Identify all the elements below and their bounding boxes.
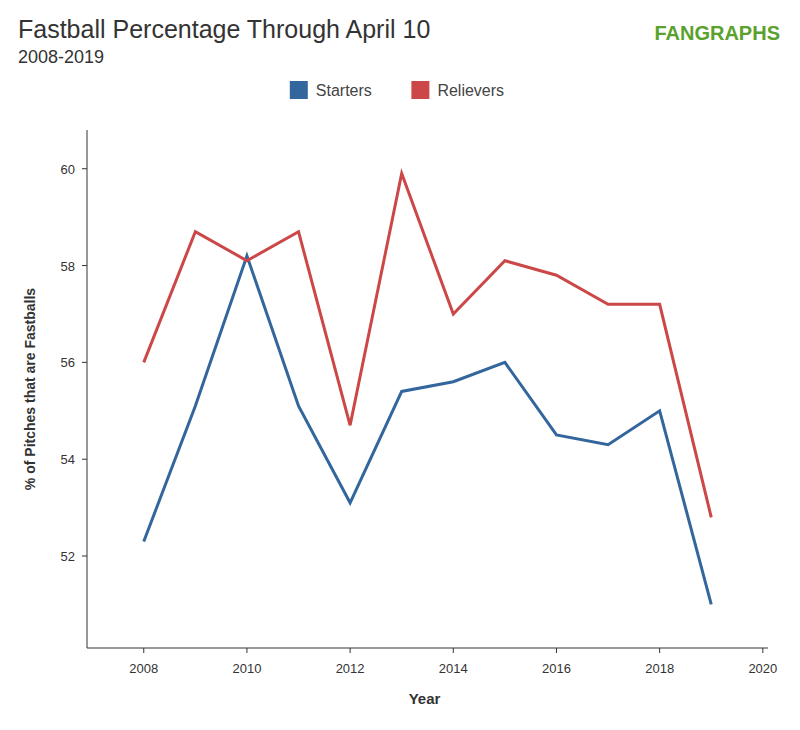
logo-text: FANGRAPHS xyxy=(654,22,780,44)
y-tick-label: 58 xyxy=(61,259,75,274)
x-tick-label: 2020 xyxy=(748,661,777,676)
y-axis-title: % of Pitches that are Fastballs xyxy=(22,288,38,490)
series-line xyxy=(144,174,712,518)
chart-container: Fastball Percentage Through April 10 2008… xyxy=(0,0,800,730)
legend-label: Starters xyxy=(316,82,372,99)
x-tick-label: 2016 xyxy=(542,661,571,676)
x-tick-label: 2012 xyxy=(336,661,365,676)
y-axis-line xyxy=(87,130,88,648)
legend-swatch xyxy=(290,81,308,99)
y-tick xyxy=(82,265,87,266)
y-tick-label: 54 xyxy=(61,452,75,467)
x-tick-label: 2008 xyxy=(129,661,158,676)
x-tick xyxy=(350,648,351,653)
x-tick-label: 2014 xyxy=(439,661,468,676)
y-tick-label: 52 xyxy=(61,549,75,564)
x-axis-line xyxy=(87,648,768,649)
subtitle: 2008-2019 xyxy=(18,47,104,67)
legend-swatch xyxy=(411,81,429,99)
y-tick xyxy=(82,556,87,557)
series-line xyxy=(144,256,712,605)
legend: Starters Relievers xyxy=(290,81,504,99)
plot-area xyxy=(144,174,712,605)
title: Fastball Percentage Through April 10 xyxy=(18,15,430,43)
y-tick xyxy=(82,168,87,169)
y-tick xyxy=(82,362,87,363)
x-tick xyxy=(556,648,557,653)
y-tick-label: 60 xyxy=(61,162,75,177)
y-tick xyxy=(82,459,87,460)
legend-label: Relievers xyxy=(437,82,504,99)
x-axis-title: Year xyxy=(409,690,441,707)
x-tick-label: 2010 xyxy=(232,661,261,676)
x-tick xyxy=(143,648,144,653)
x-tick-label: 2018 xyxy=(645,661,674,676)
x-tick xyxy=(453,648,454,653)
x-tick xyxy=(659,648,660,653)
y-tick-label: 56 xyxy=(61,355,75,370)
x-tick xyxy=(762,648,763,653)
chart-svg: Fastball Percentage Through April 10 2008… xyxy=(0,0,800,730)
x-tick xyxy=(246,648,247,653)
